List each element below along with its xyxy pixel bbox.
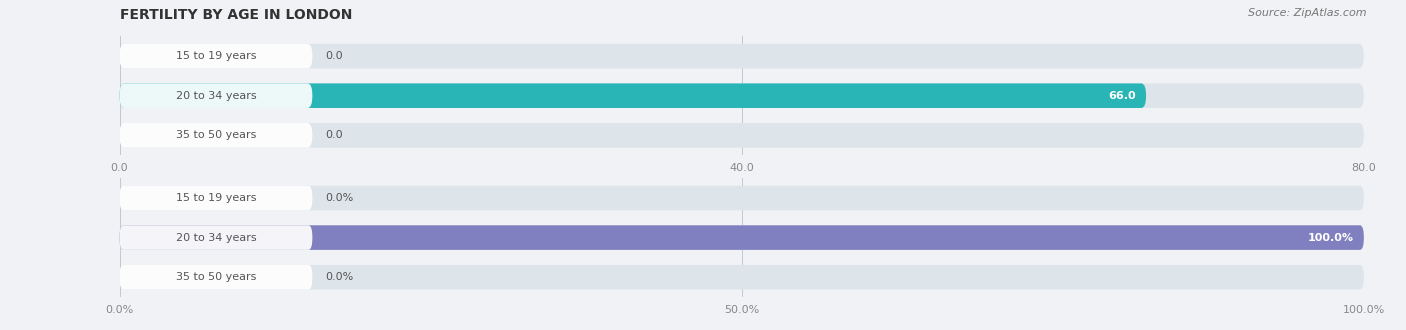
FancyBboxPatch shape (120, 186, 1364, 210)
FancyBboxPatch shape (120, 225, 1364, 250)
Text: 0.0%: 0.0% (325, 193, 353, 203)
FancyBboxPatch shape (120, 225, 1364, 250)
Text: 15 to 19 years: 15 to 19 years (176, 193, 256, 203)
FancyBboxPatch shape (120, 123, 1364, 148)
Text: 35 to 50 years: 35 to 50 years (176, 130, 256, 140)
Text: 66.0: 66.0 (1108, 91, 1136, 101)
FancyBboxPatch shape (120, 123, 312, 148)
FancyBboxPatch shape (120, 83, 1364, 108)
Text: FERTILITY BY AGE IN LONDON: FERTILITY BY AGE IN LONDON (120, 8, 352, 22)
FancyBboxPatch shape (120, 83, 1146, 108)
FancyBboxPatch shape (120, 83, 312, 108)
FancyBboxPatch shape (120, 225, 312, 250)
Text: 20 to 34 years: 20 to 34 years (176, 233, 256, 243)
FancyBboxPatch shape (120, 186, 312, 210)
Text: 35 to 50 years: 35 to 50 years (176, 272, 256, 282)
FancyBboxPatch shape (120, 265, 1364, 289)
Text: 20 to 34 years: 20 to 34 years (176, 91, 256, 101)
Text: 0.0: 0.0 (325, 130, 343, 140)
Text: 100.0%: 100.0% (1308, 233, 1354, 243)
Text: 15 to 19 years: 15 to 19 years (176, 51, 256, 61)
FancyBboxPatch shape (120, 44, 1364, 68)
Text: Source: ZipAtlas.com: Source: ZipAtlas.com (1249, 8, 1367, 18)
Text: 0.0: 0.0 (325, 51, 343, 61)
Text: 0.0%: 0.0% (325, 272, 353, 282)
FancyBboxPatch shape (120, 265, 312, 289)
FancyBboxPatch shape (120, 44, 312, 68)
